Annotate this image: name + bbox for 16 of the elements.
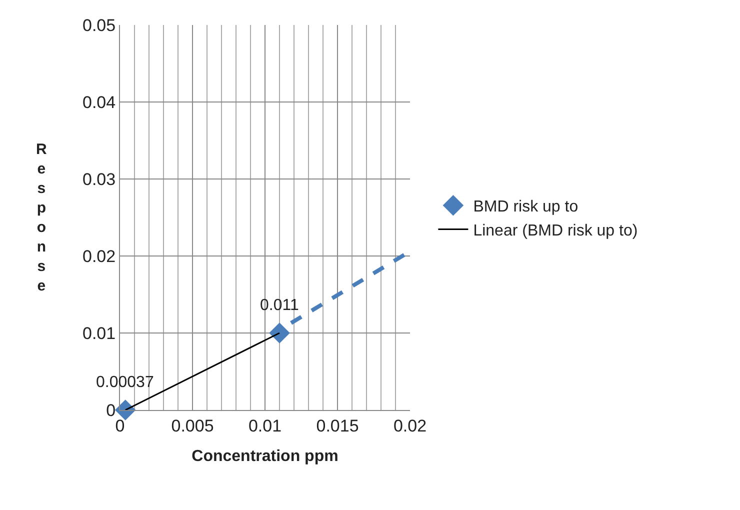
x-tick-label: 0.005 xyxy=(171,416,214,436)
x-axis-title: Concentration ppm xyxy=(192,448,338,466)
legend-label: Linear (BMD risk up to) xyxy=(473,222,638,240)
y-tick-label: 0.02 xyxy=(82,246,116,266)
legend-label: BMD risk up to xyxy=(473,198,578,216)
annotation: 0.011 xyxy=(260,297,299,314)
y-tick-label: 0.03 xyxy=(82,170,116,189)
x-tick-label: 0.02 xyxy=(393,416,427,436)
y-axis-title: Response xyxy=(36,141,47,294)
x-tick-label: 0.015 xyxy=(316,416,359,436)
annotation: 0.00037 xyxy=(96,374,154,391)
y-tick-label: 0.04 xyxy=(82,92,116,112)
y-tick-label: 0 xyxy=(106,400,116,420)
x-tick-label: 0.01 xyxy=(248,416,282,436)
y-tick-label: 0.01 xyxy=(82,324,116,343)
y-tick-label: 0.05 xyxy=(82,16,116,35)
